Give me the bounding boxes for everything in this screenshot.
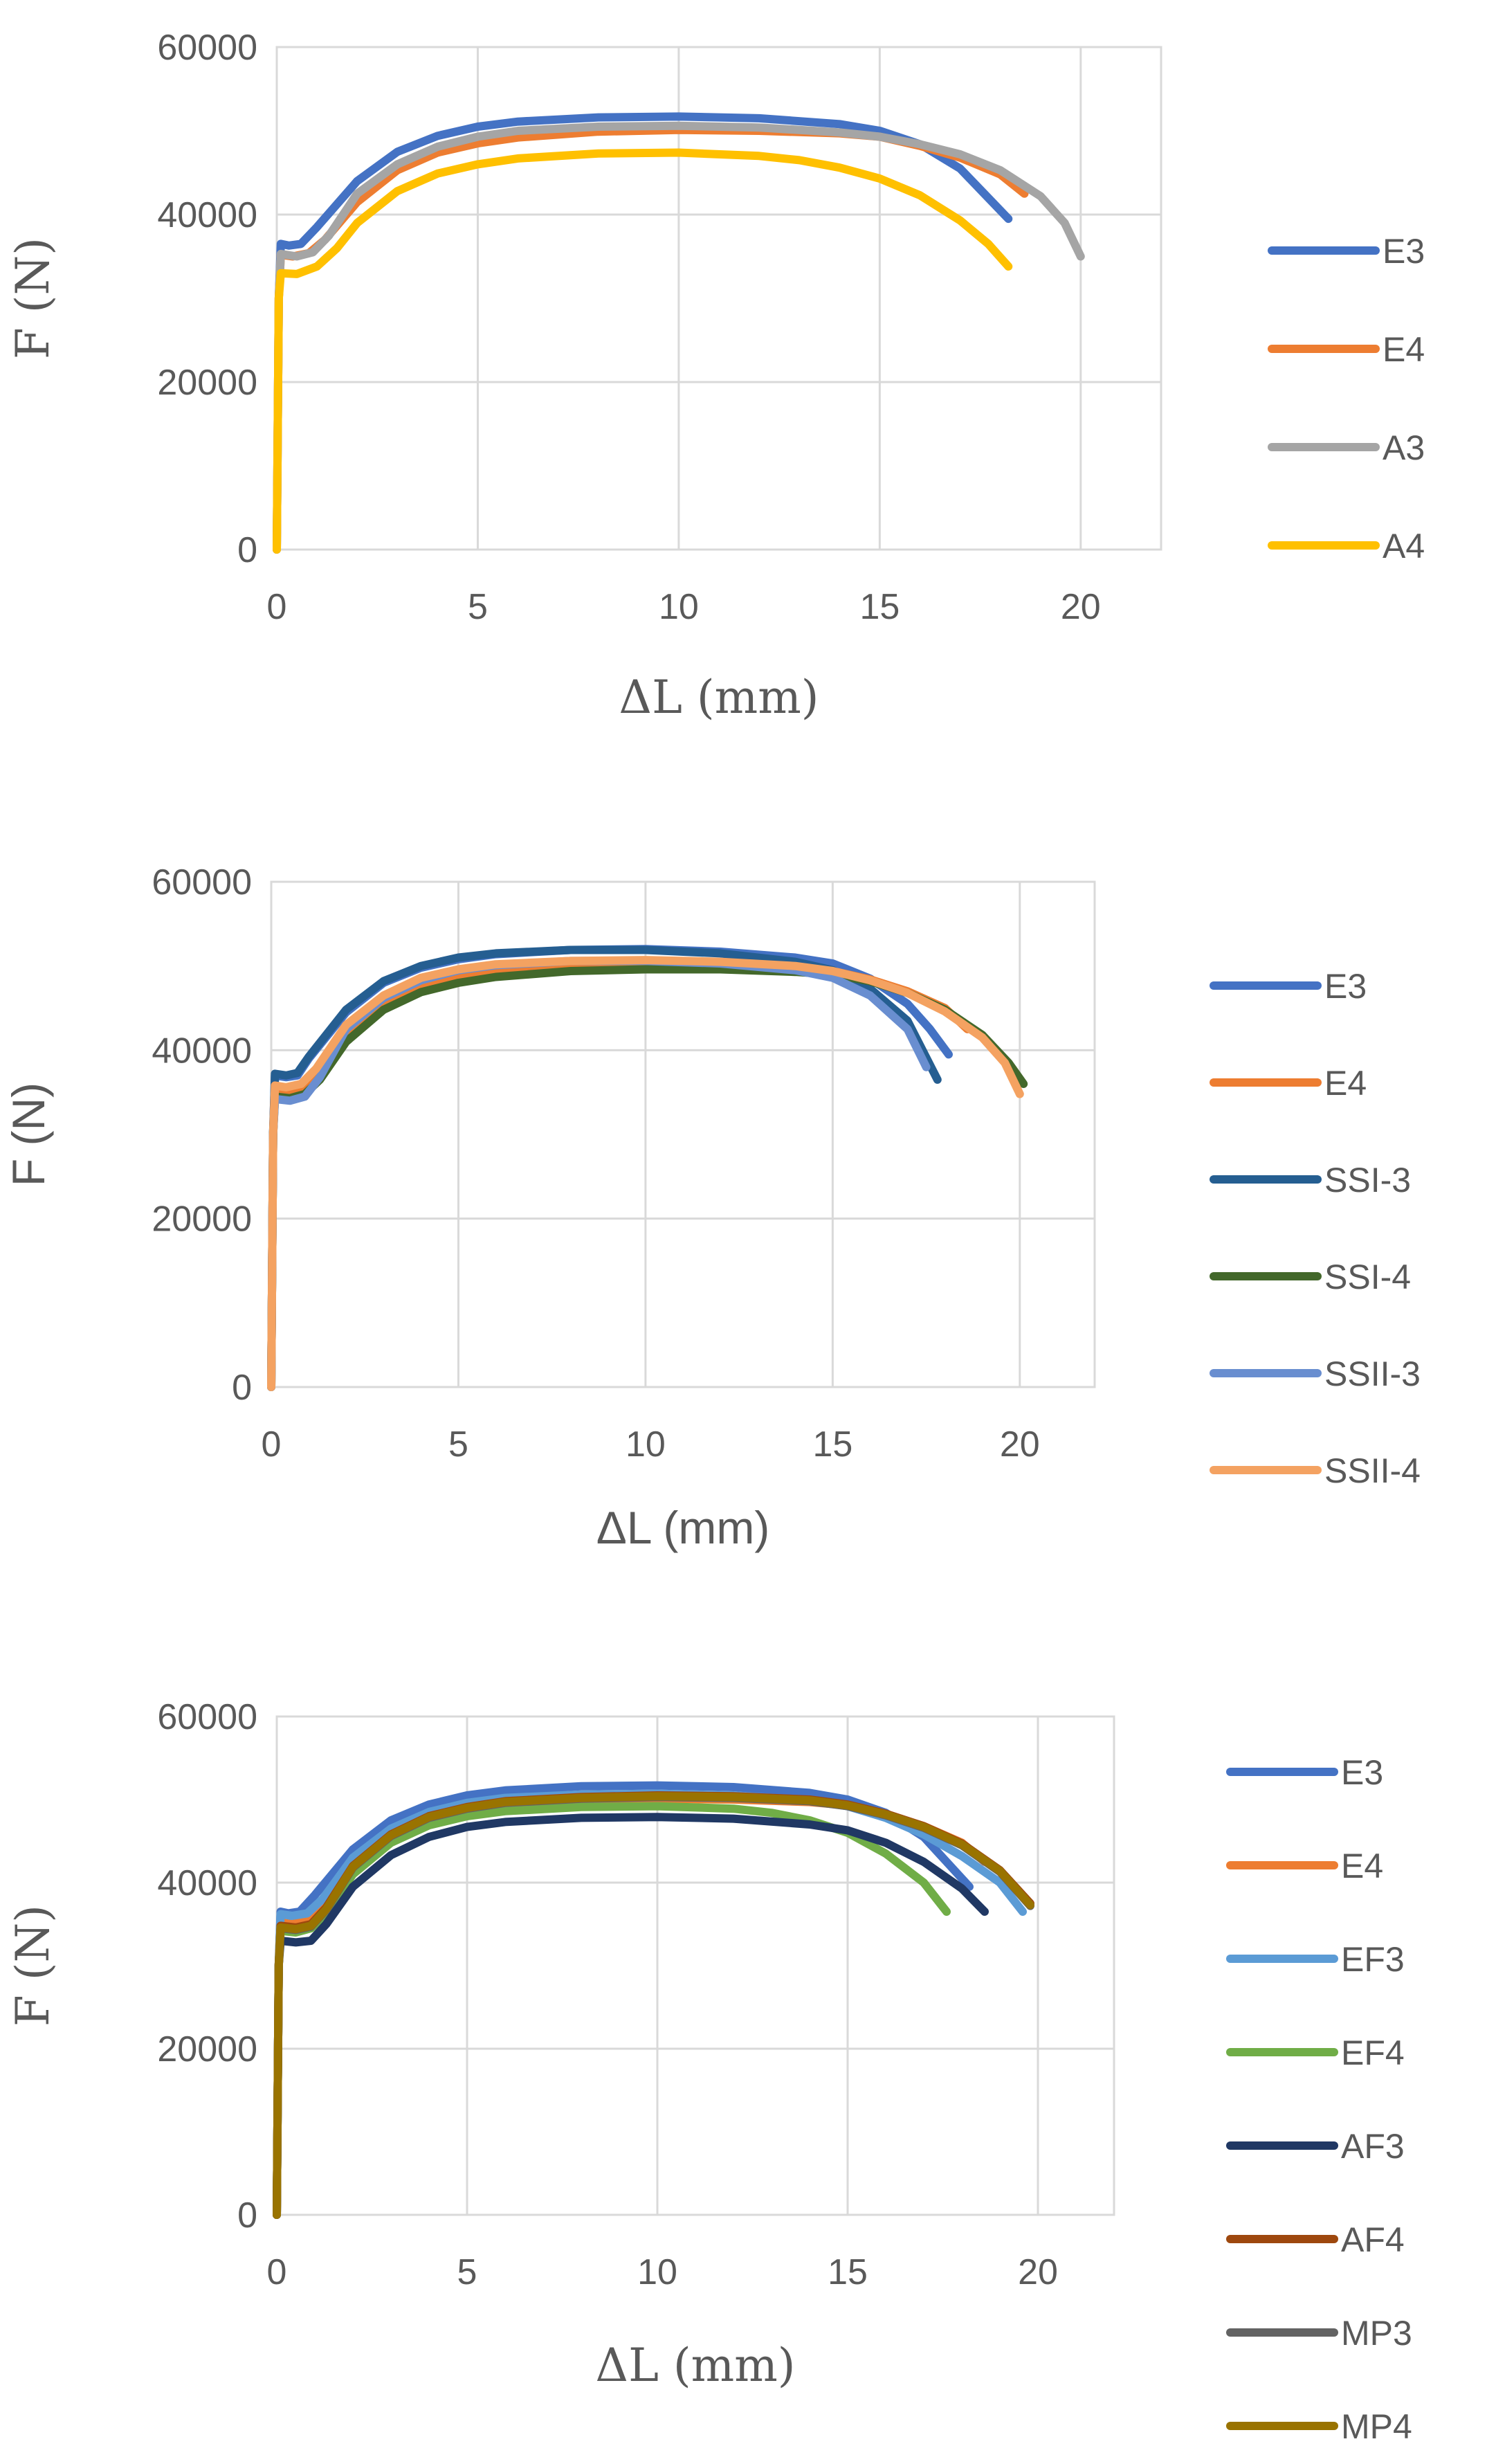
legend-label-mp4: MP4 xyxy=(1341,2407,1412,2446)
series-line-a4 xyxy=(273,148,1013,554)
x-tick-label: 10 xyxy=(659,587,699,627)
y-tick-label: 0 xyxy=(232,1368,252,1408)
x-tick-label: 15 xyxy=(859,587,900,627)
legend-label-ssi-3: SSI-3 xyxy=(1324,1161,1411,1199)
x-tick-label: 20 xyxy=(1000,1424,1040,1465)
y-tick-label: 20000 xyxy=(157,363,257,403)
x-tick-label: 10 xyxy=(626,1424,666,1465)
y-axis-label: F (N) xyxy=(6,1905,60,2027)
legend-label-e4: E4 xyxy=(1324,1064,1367,1103)
x-tick-label: 20 xyxy=(1061,587,1101,627)
legend-label-e3: E3 xyxy=(1383,232,1425,271)
chart-panel-1: 0 20000 40000 60000 0 5 10 15 20 ΔL (mm) F (N) E3 E4… xyxy=(0,0,1487,817)
legend-label-af4: AF4 xyxy=(1341,2220,1405,2259)
legend-label-mp3: MP3 xyxy=(1341,2314,1412,2353)
legend-label-ssii-4: SSII-4 xyxy=(1324,1451,1421,1490)
legend-label-e4: E4 xyxy=(1383,330,1425,369)
legend-label-ef4: EF4 xyxy=(1341,2033,1405,2072)
legend-label-af3: AF3 xyxy=(1341,2127,1405,2166)
x-tick-label: 5 xyxy=(468,587,488,627)
chart-panel-2: 0 20000 40000 60000 0 5 10 15 20 ΔL (mm) F (N) E3 E4… xyxy=(0,831,1487,1647)
chart-1: 0 20000 40000 60000 0 5 10 15 20 ΔL (mm) F (N) E3 E4… xyxy=(6,28,1425,724)
legend-label-ef3: EF3 xyxy=(1341,1940,1405,1979)
series-line-e4 xyxy=(267,960,972,1391)
x-tick-label: 20 xyxy=(1018,2252,1058,2292)
legend-label-e4: E4 xyxy=(1341,1847,1383,1885)
x-axis-label: ΔL (mm) xyxy=(595,2339,795,2392)
x-axis-label: ΔL (mm) xyxy=(596,1502,770,1553)
legend-label-e3: E3 xyxy=(1341,1753,1383,1792)
x-tick-label: 10 xyxy=(637,2252,677,2292)
chart-3: 0 20000 40000 60000 0 5 10 15 20 ΔL (mm) F (N) E3 E4… xyxy=(6,1697,1412,2446)
y-tick-label: 40000 xyxy=(157,195,257,235)
series-line-a3 xyxy=(273,121,1085,554)
legend-label-e3: E3 xyxy=(1324,967,1367,1006)
y-axis-label: F (N) xyxy=(6,237,60,359)
x-tick-label: 0 xyxy=(267,2252,287,2292)
x-tick-label: 0 xyxy=(262,1424,282,1465)
y-tick-label: 60000 xyxy=(157,1697,257,1737)
y-tick-label: 0 xyxy=(237,2195,257,2236)
x-tick-label: 15 xyxy=(828,2252,868,2292)
series-line-mp4 xyxy=(273,1792,1034,2219)
x-tick-label: 15 xyxy=(812,1424,852,1465)
legend-label-ssi-4: SSI-4 xyxy=(1324,1258,1411,1296)
y-tick-label: 40000 xyxy=(152,1031,252,1071)
x-tick-label: 5 xyxy=(457,2252,477,2292)
series-line-ssii-4 xyxy=(267,956,1024,1391)
plot-area xyxy=(275,46,1162,551)
y-tick-label: 0 xyxy=(237,530,257,570)
y-tick-label: 40000 xyxy=(157,1863,257,1903)
y-tick-label: 20000 xyxy=(157,2029,257,2069)
x-tick-label: 5 xyxy=(448,1424,468,1465)
x-tick-label: 0 xyxy=(267,587,287,627)
legend-label-a3: A3 xyxy=(1383,428,1425,467)
legend-label-ssii-3: SSII-3 xyxy=(1324,1355,1421,1393)
y-tick-label: 60000 xyxy=(152,862,252,903)
y-axis-label: F (N) xyxy=(3,1082,54,1186)
y-tick-label: 60000 xyxy=(157,28,257,68)
legend-label-a4: A4 xyxy=(1383,527,1425,565)
x-axis-label: ΔL (mm) xyxy=(619,671,819,724)
y-tick-label: 20000 xyxy=(152,1199,252,1240)
chart-panel-3: 0 20000 40000 60000 0 5 10 15 20 ΔL (mm) F (N) E3 E4… xyxy=(0,1661,1487,2464)
series-line-af3 xyxy=(273,1813,989,2219)
chart-2: 0 20000 40000 60000 0 5 10 15 20 ΔL (mm) F (N) E3 E4… xyxy=(3,862,1421,1553)
